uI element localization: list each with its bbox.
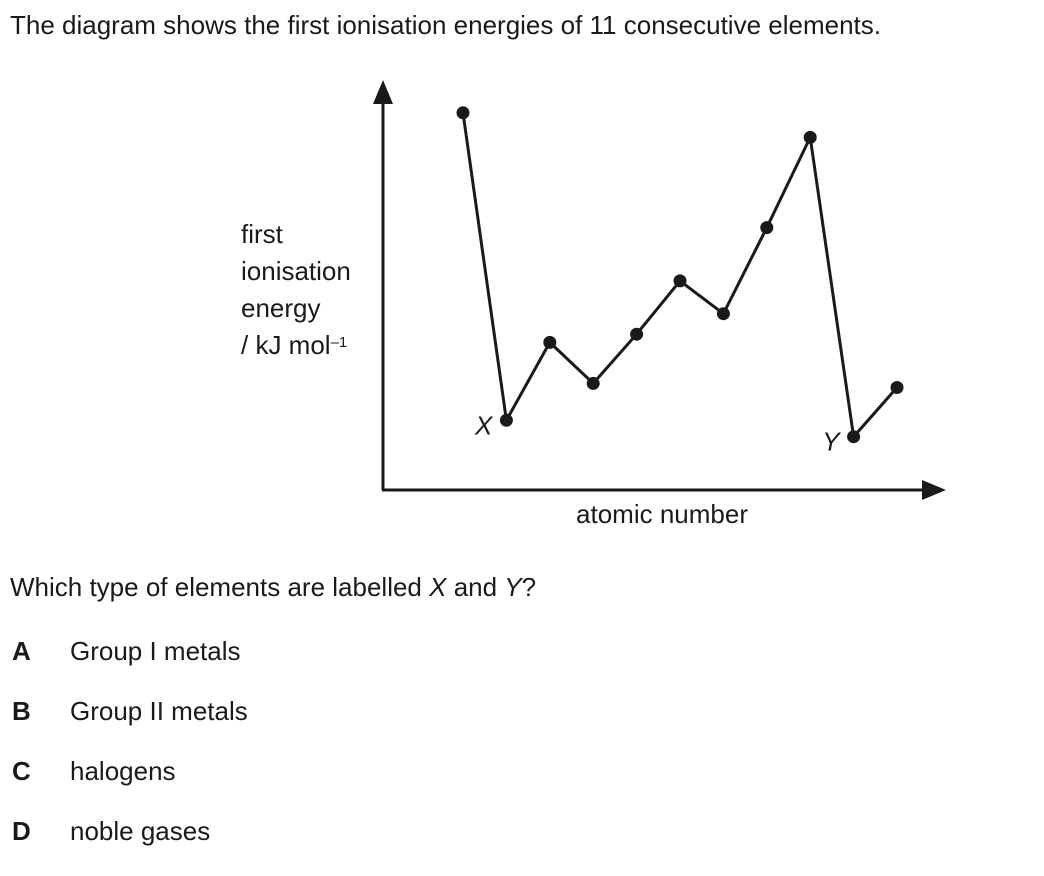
data-point-2 xyxy=(499,413,513,427)
option-c[interactable]: C halogens xyxy=(12,756,248,816)
y-axis-label-line: energy xyxy=(241,293,321,323)
option-a[interactable]: A Group I metals xyxy=(12,636,248,696)
answer-options: A Group I metals B Group II metals C hal… xyxy=(12,636,248,876)
option-letter: D xyxy=(12,816,31,846)
chart-svg: XY atomic number xyxy=(373,80,946,529)
data-points xyxy=(456,106,904,444)
data-point-1 xyxy=(456,106,470,120)
question-text: Which type of elements are labelled X an… xyxy=(10,572,536,603)
point-label-y: Y xyxy=(822,427,841,457)
y-axis-label-line: ionisation xyxy=(241,256,351,286)
data-point-11 xyxy=(890,381,904,394)
x-axis-arrow xyxy=(922,480,946,500)
option-letter: C xyxy=(12,756,31,786)
option-letter: A xyxy=(12,636,31,666)
question-prefix: Which type of elements are labelled xyxy=(10,572,430,602)
option-text: halogens xyxy=(70,756,176,786)
data-point-4 xyxy=(586,376,600,390)
data-point-3 xyxy=(543,335,557,349)
data-point-5 xyxy=(630,327,644,341)
option-letter: B xyxy=(12,696,31,726)
chart-axes xyxy=(373,80,946,500)
point-label-x: X xyxy=(474,410,494,440)
data-point-10 xyxy=(847,430,861,444)
option-text: Group II metals xyxy=(70,696,248,726)
data-point-6 xyxy=(673,274,687,288)
question-middle: and xyxy=(446,572,505,602)
option-b[interactable]: B Group II metals xyxy=(12,696,248,756)
y-axis-unit-sup: –1 xyxy=(330,334,348,351)
y-axis-arrow xyxy=(373,80,393,104)
y-axis-unit-text: / kJ mol xyxy=(241,330,331,360)
x-axis-label: atomic number xyxy=(576,499,748,529)
data-point-8 xyxy=(760,221,774,235)
y-axis-label-line: first xyxy=(241,219,283,249)
data-point-7 xyxy=(716,307,730,321)
question-x: X xyxy=(429,572,447,602)
question-suffix: ? xyxy=(521,572,537,602)
option-text: noble gases xyxy=(70,816,211,846)
question-y: Y xyxy=(504,572,522,602)
option-text: Group I metals xyxy=(70,636,241,666)
y-axis-unit: / kJ mol–1 xyxy=(241,327,351,364)
y-axis-label: first ionisation energy / kJ mol–1 xyxy=(241,216,351,364)
intro-text: The diagram shows the first ionisation e… xyxy=(10,10,881,40)
option-d[interactable]: D noble gases xyxy=(12,816,248,876)
point-labels: XY xyxy=(474,410,841,456)
data-point-9 xyxy=(803,130,817,144)
